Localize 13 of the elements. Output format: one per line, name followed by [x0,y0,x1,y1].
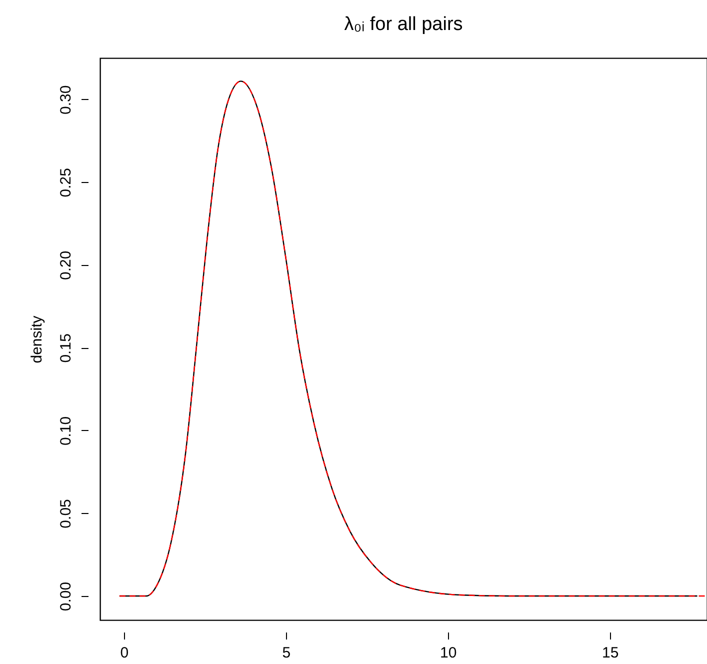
y-tick-label: 0.00 [58,582,74,612]
x-tick-label: 10 [440,644,457,662]
x-tick-label: 5 [282,644,291,662]
x-tick-label: 15 [602,644,619,662]
y-tick-label: 0.25 [58,168,74,198]
y-axis-title: density [28,315,46,364]
y-tick-label: 0.10 [58,416,74,446]
y-tick-label: 0.20 [58,250,74,280]
y-tick-label: 0.15 [58,334,74,363]
y-tick-label: 0.05 [58,499,74,528]
chart-title: λ₀ᵢ for all pairs [344,14,463,35]
x-tick-label: 0 [120,644,129,662]
y-tick-label: 0.30 [58,85,74,114]
